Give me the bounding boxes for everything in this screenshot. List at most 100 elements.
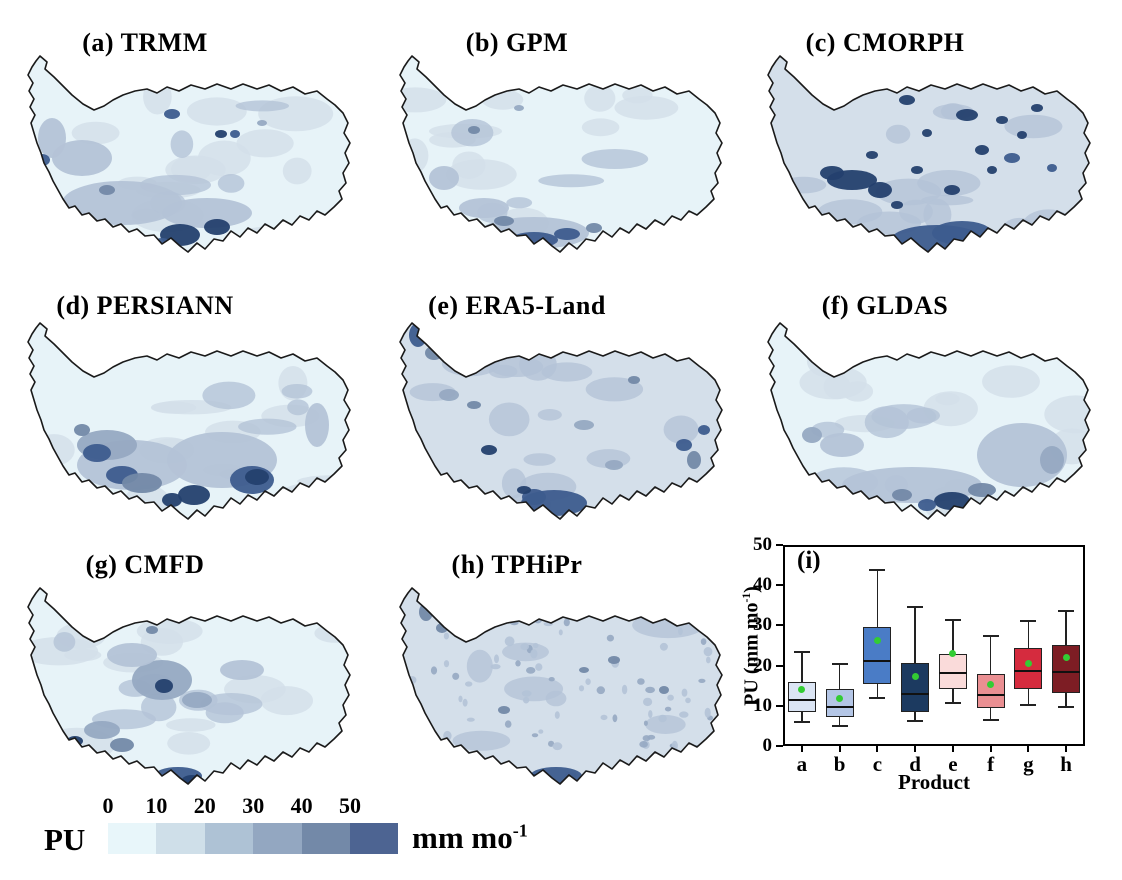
boxplot-ytick-label-40: 40: [753, 574, 772, 596]
colorbar-tick-10: 10: [145, 793, 168, 818]
map-panel-c: (c) CMORPH: [750, 16, 1116, 278]
boxplot-whisker-cap-bottom-f: [982, 718, 999, 721]
boxplot-whisker-cap-bottom-d: [907, 720, 924, 723]
map-d-fill: [28, 323, 350, 519]
map-title-h: (h) TPHiPr: [451, 550, 583, 579]
boxplot-whisker-cap-top-b: [831, 662, 848, 665]
map-c-outline: [767, 55, 1091, 253]
map-b-outline: [399, 55, 723, 253]
boxplot-category-label-c: c: [872, 752, 883, 776]
boxplot-median-h: [1052, 671, 1081, 674]
boxplot-mean-g: [1024, 659, 1032, 667]
map-title-d: (d) PERSIANN: [56, 291, 234, 320]
map-b-plot: [384, 38, 744, 273]
map-a-outline: [27, 55, 351, 253]
map-e-outline: [399, 322, 723, 520]
map-e-svg: [399, 322, 723, 520]
map-panel-e: (e) ERA5-Land: [382, 283, 748, 545]
boxplot-ytick-40: [776, 584, 783, 587]
colorbar-segment-2: [204, 823, 254, 854]
map-title-f: (f) GLDAS: [821, 291, 949, 320]
boxplot-whisker-cap-top-c: [869, 569, 886, 572]
map-title-g: (g) CMFD: [85, 550, 205, 579]
map-c-fill: [768, 56, 1090, 252]
boxplot-median-c: [863, 659, 892, 662]
boxplot-ytick-10: [776, 704, 783, 707]
map-b-fill: [400, 56, 722, 252]
map-a-fill: [28, 56, 350, 252]
colorbar-segment-5: [350, 823, 399, 854]
map-title-e: (e) ERA5-Land: [428, 291, 606, 320]
boxplot-box-b: [825, 688, 854, 717]
map-panel-h: (h) TPHiPr: [382, 548, 748, 810]
boxplot-box-c: [863, 627, 892, 685]
boxplot-category-label-b: b: [833, 752, 846, 776]
map-d-svg: [27, 322, 351, 520]
boxplot-whisker-cap-top-d: [907, 605, 924, 608]
map-c-svg: [767, 55, 1091, 253]
map-e-fill: [400, 323, 722, 519]
map-g-svg: [27, 587, 351, 785]
boxplot-whisker-cap-top-h: [1058, 610, 1075, 613]
map-title-a: (a) TRMM: [82, 28, 208, 57]
colorbar-tick-0: 0: [102, 793, 114, 818]
boxplot-mean-e: [949, 650, 957, 658]
boxplot-mean-d: [911, 673, 919, 681]
boxplot-xtick-d: [914, 746, 917, 752]
boxplot-whisker-cap-bottom-e: [944, 701, 961, 704]
boxplot-mean-f: [987, 680, 995, 688]
boxplot-category-label-g: g: [1023, 752, 1034, 776]
boxplot-ytick-label-30: 30: [753, 614, 772, 636]
boxplot-median-f: [976, 694, 1005, 697]
boxplot-median-d: [901, 693, 930, 696]
boxplot-whisker-cap-bottom-c: [869, 696, 886, 699]
colorbar-segment-3: [253, 823, 302, 854]
boxplot-category-label-a: a: [796, 752, 808, 776]
boxplot-category-label-f: f: [987, 752, 995, 776]
map-panel-f: (f) GLDAS: [750, 283, 1116, 545]
colorbar-tick-50: 50: [339, 793, 361, 818]
boxplot-ytick-30: [776, 624, 783, 627]
map-a-plot: [12, 38, 372, 273]
boxplot-xtick-c: [876, 746, 879, 752]
map-g-fill: [28, 588, 350, 784]
map-h-fill: [400, 588, 722, 784]
boxplot-ytick-20: [776, 664, 783, 667]
boxplot-xtick-f: [989, 746, 992, 752]
map-c-plot: [752, 38, 1112, 273]
boxplot-whisker-cap-bottom-g: [1020, 703, 1037, 706]
boxplot-whisker-cap-bottom-a: [793, 720, 810, 723]
boxplot-xtick-h: [1065, 746, 1068, 752]
boxplot-x-axis-title: Product: [898, 770, 970, 794]
boxplot-xtick-b: [838, 746, 841, 752]
map-h-svg: [399, 587, 723, 785]
boxplot-box-d: [901, 662, 930, 712]
map-f-plot: [752, 305, 1112, 540]
colorbar-unit: mm mo-1: [412, 820, 528, 855]
map-title-b: (b) GPM: [465, 28, 569, 57]
colorbar-label: PU: [44, 822, 86, 857]
boxplot-category-label-e: e: [948, 752, 958, 776]
boxplot-panel-label: (i): [797, 547, 821, 574]
boxplot-xtick-e: [951, 746, 954, 752]
boxplot-ytick-label-10: 10: [753, 694, 772, 716]
boxplot-whisker-cap-top-f: [982, 634, 999, 637]
boxplot-category-label-d: d: [909, 752, 921, 776]
map-e-plot: [384, 305, 744, 540]
map-d-outline: [27, 322, 351, 520]
boxplot-mean-c: [873, 637, 881, 645]
map-f-fill: [768, 323, 1090, 519]
boxplot-ytick-label-20: 20: [753, 654, 772, 676]
map-d-plot: [12, 305, 372, 540]
boxplot-median-g: [1014, 670, 1043, 673]
map-panel-d: (d) PERSIANN: [10, 283, 376, 545]
boxplot-whisker-cap-bottom-b: [831, 724, 848, 727]
boxplot-ytick-label-0: 0: [762, 735, 773, 756]
map-h-outline: [399, 587, 723, 785]
boxplot-box-h: [1052, 644, 1081, 693]
boxplot-median-a: [787, 698, 816, 701]
colorbar-tick-20: 20: [193, 793, 216, 818]
boxplot-whisker-cap-bottom-h: [1058, 706, 1075, 708]
colorbar-segment-0: [108, 823, 157, 854]
